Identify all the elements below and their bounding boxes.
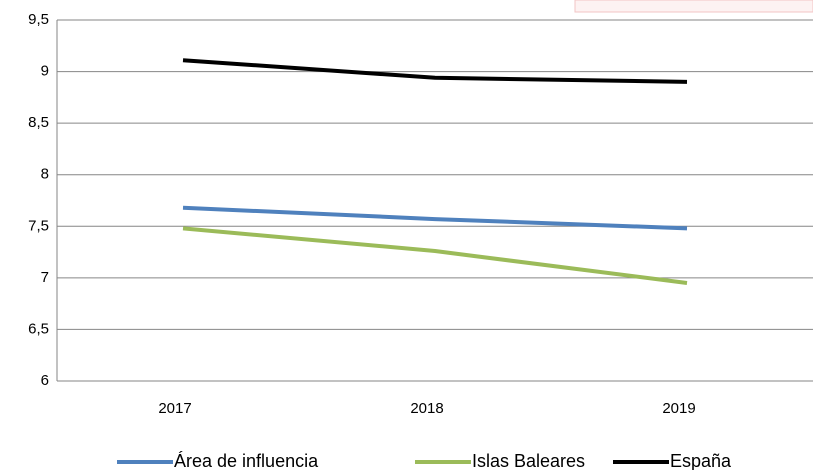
y-tick-label: 8 (41, 166, 49, 183)
series-line (182, 58, 688, 84)
y-tick-label: 9 (41, 63, 49, 80)
overlay-box (574, 0, 813, 13)
y-tick-label: 8,5 (28, 114, 49, 131)
x-tick-label: 2019 (662, 400, 695, 417)
legend-label: España (670, 451, 732, 470)
legend-label: Islas Baleares (472, 451, 585, 470)
x-tick-label: 2017 (158, 400, 191, 417)
y-tick-label: 7,5 (28, 217, 49, 234)
series-line (182, 205, 688, 231)
series-line (182, 226, 688, 285)
legend-label: Área de influencia (174, 451, 319, 470)
y-tick-label: 9,5 (28, 11, 49, 28)
x-tick-label: 2018 (410, 400, 443, 417)
y-tick-label: 7 (41, 269, 49, 286)
y-tick-label: 6 (41, 372, 49, 389)
y-tick-label: 6,5 (28, 320, 49, 337)
